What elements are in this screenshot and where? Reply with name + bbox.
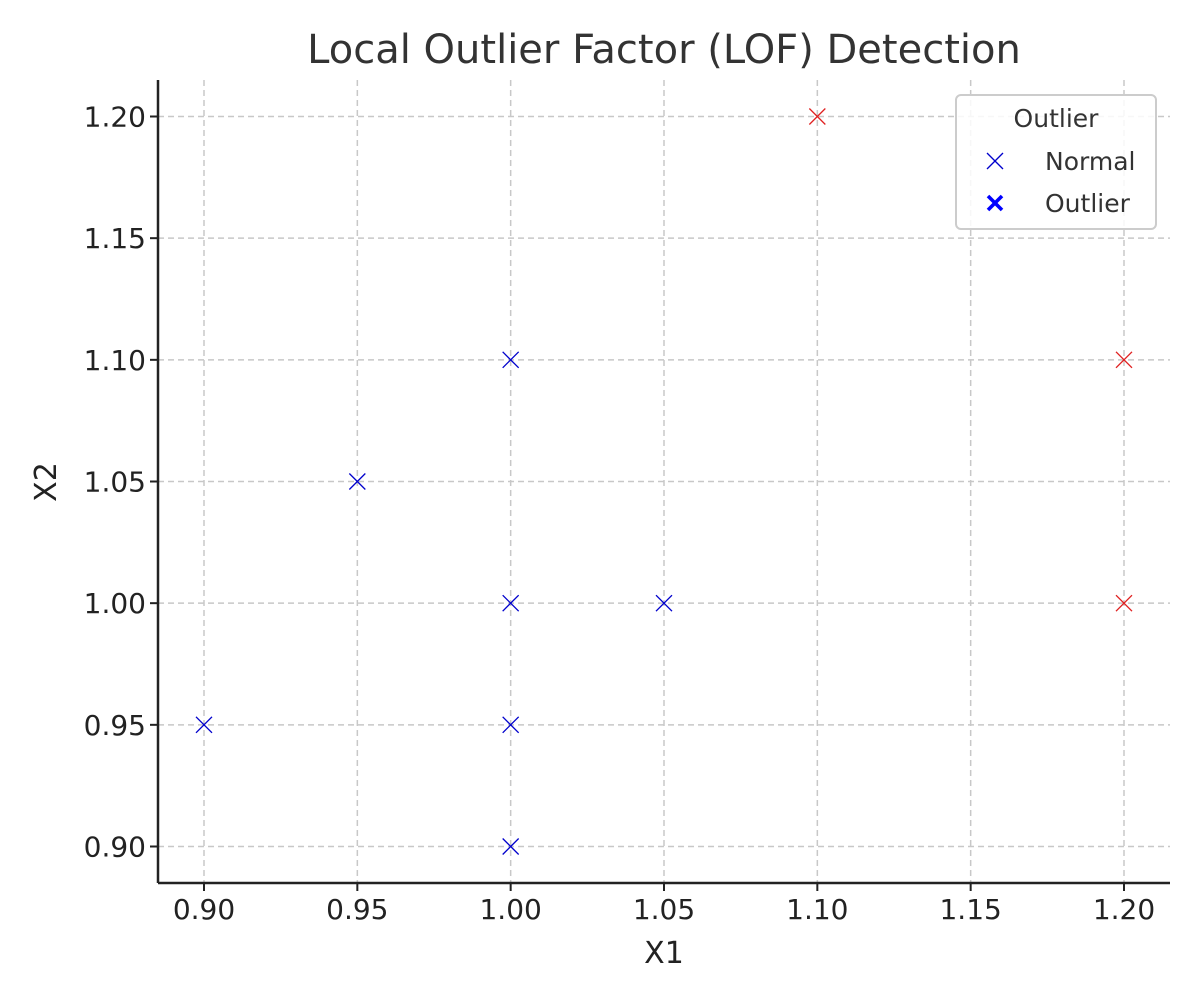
y-tick-label: 1.15 (84, 222, 146, 255)
point-outlier (1115, 351, 1133, 369)
tick-labels: 0.90 0.95 1.00 1.05 1.10 1.15 1.20 0.90 0.95 1.00… (84, 101, 1156, 927)
x-tick-label: 0.90 (173, 893, 235, 926)
x-tick-label: 0.95 (326, 893, 388, 926)
y-tick-label: 1.00 (84, 587, 146, 620)
legend-marker-normal (986, 152, 1004, 170)
y-tick-label: 1.20 (84, 101, 146, 134)
legend-title: Outlier (1014, 104, 1100, 133)
data-points (195, 108, 1133, 855)
x-tick-label: 1.00 (479, 893, 541, 926)
point-normal (502, 838, 520, 855)
y-axis-label: X2 (29, 462, 64, 502)
x-tick-label: 1.15 (939, 893, 1001, 926)
x-tick-label: 1.20 (1093, 893, 1155, 926)
point-normal (348, 473, 366, 490)
x-tick-label: 1.05 (633, 893, 695, 926)
y-tick-label: 0.95 (84, 709, 146, 742)
y-tick-label: 1.10 (84, 344, 146, 377)
point-normal (502, 351, 520, 369)
legend-label-outlier: Outlier (1045, 189, 1131, 218)
point-outlier (1115, 594, 1133, 612)
chart-title: Local Outlier Factor (LOF) Detection (307, 27, 1021, 73)
point-outlier (808, 108, 826, 125)
y-tick-label: 1.05 (84, 466, 146, 499)
x-axis-label: X1 (644, 936, 684, 971)
legend-box (955, 94, 1157, 230)
point-normal (502, 716, 520, 734)
legend-marker-outlier (986, 194, 1004, 212)
legend: Outlier Normal Outlier (955, 94, 1157, 230)
point-normal (195, 716, 213, 734)
legend-label-normal: Normal (1045, 147, 1135, 176)
x-tick-label: 1.10 (786, 893, 848, 926)
axes (150, 80, 1170, 891)
y-tick-label: 0.90 (84, 831, 146, 864)
point-normal (655, 594, 673, 612)
point-normal (502, 594, 520, 612)
